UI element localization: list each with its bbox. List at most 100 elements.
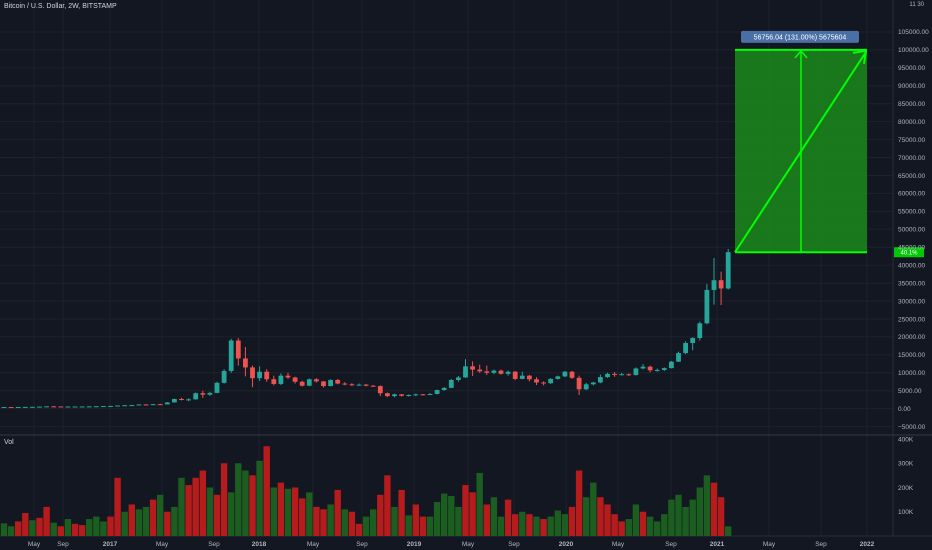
price-tick-label: 95000.00 xyxy=(898,65,925,72)
volume-bar xyxy=(284,488,292,536)
volume-bar xyxy=(171,506,178,536)
candle-body xyxy=(30,406,35,408)
candle-body xyxy=(221,371,227,383)
candle-body xyxy=(470,366,475,370)
price-tick-label: 105000.00 xyxy=(898,29,929,36)
volume-bar xyxy=(370,509,377,536)
candle-body xyxy=(335,379,341,384)
candle-body xyxy=(285,375,291,378)
volume-bar xyxy=(583,497,590,536)
candle-body xyxy=(598,377,603,383)
candle-body xyxy=(235,340,241,359)
time-tick-label: Sep xyxy=(356,541,368,548)
volume-bar xyxy=(86,519,93,536)
volume-bar xyxy=(512,514,519,536)
volume-bar xyxy=(149,499,157,536)
candle-body xyxy=(633,368,639,375)
volume-bar xyxy=(703,475,711,536)
volume-bar xyxy=(107,516,114,536)
candle-body xyxy=(79,406,85,408)
time-tick-label: Sep xyxy=(208,541,220,548)
candle-body xyxy=(115,405,120,407)
candle-body xyxy=(370,385,376,387)
volume-bar xyxy=(675,494,682,536)
volume-bar xyxy=(639,511,647,536)
candle-body xyxy=(605,373,610,378)
candle-body xyxy=(491,370,497,373)
volume-bar xyxy=(192,477,199,536)
candle-body xyxy=(65,406,71,408)
volume-bar xyxy=(497,516,505,536)
time-tick-label: 2019 xyxy=(407,541,422,548)
volume-bar xyxy=(270,487,277,536)
candles xyxy=(1,249,731,409)
candle-body xyxy=(264,371,270,380)
time-axis[interactable]: May Sep 2017 May Sep 2018 May Sep 2019 May Sep 2020… xyxy=(28,541,875,548)
candle-body xyxy=(93,406,99,408)
volume-bar xyxy=(689,499,696,536)
volume-axis[interactable]: 400K 300K 200K 100K xyxy=(898,436,914,516)
time-tick-label: Sep xyxy=(508,541,520,548)
volume-bar xyxy=(384,475,391,536)
volume-bar xyxy=(533,516,540,536)
volume-bar xyxy=(220,463,228,536)
volume-bar xyxy=(228,492,235,536)
candle-body xyxy=(626,374,632,376)
volume-bar xyxy=(213,494,221,536)
volume-bars xyxy=(0,446,732,536)
price-tick-label: 45000.00 xyxy=(898,245,925,252)
diagonal-arrow xyxy=(734,51,867,253)
candle-body xyxy=(179,398,184,400)
price-tick-label: 65000.00 xyxy=(898,173,925,180)
candle-body xyxy=(271,379,277,384)
candle-body xyxy=(534,379,539,383)
volume-bar xyxy=(668,499,675,536)
candle-body xyxy=(207,392,213,395)
vertical-arrow-head xyxy=(794,49,808,59)
candle-body xyxy=(541,382,546,384)
volume-bar xyxy=(597,497,604,536)
volume-title: Vol xyxy=(4,439,14,446)
volume-bar xyxy=(43,506,50,536)
candle-body xyxy=(44,406,49,408)
price-tick-label: 30000.00 xyxy=(898,298,925,305)
candle-body xyxy=(377,386,383,394)
volume-bar xyxy=(100,521,107,536)
candle-body xyxy=(328,379,333,387)
candle-body xyxy=(136,404,142,406)
symbol-title[interactable]: Bitcoin / U.S. Dollar, 2W, BITSTAMP xyxy=(4,3,117,10)
volume-bar xyxy=(476,472,483,536)
candle-body xyxy=(101,406,106,408)
candle-body xyxy=(583,384,589,390)
volume-bar xyxy=(164,511,171,536)
candle-body xyxy=(299,381,305,386)
volume-bar xyxy=(654,521,661,536)
time-tick-label: May xyxy=(612,541,625,548)
candle-body xyxy=(306,379,312,386)
volume-bar xyxy=(611,514,618,536)
price-axis[interactable]: 105000.00 100000.00 95000.00 90000.00 85000.… xyxy=(898,29,929,431)
volume-bar xyxy=(547,516,554,536)
volume-bar xyxy=(50,522,57,536)
time-tick-label: 2017 xyxy=(103,541,118,548)
candle-body xyxy=(576,377,582,390)
candle-body xyxy=(363,384,369,386)
volume-bar xyxy=(7,526,15,536)
volume-bar xyxy=(277,482,285,536)
candle-body xyxy=(612,373,617,375)
volume-bar xyxy=(490,497,498,536)
volume-bar xyxy=(419,516,427,536)
volume-bar xyxy=(725,526,732,536)
candle-body xyxy=(228,340,234,372)
candle-body xyxy=(619,374,625,376)
candle-body xyxy=(22,406,28,408)
volume-bar xyxy=(568,506,576,536)
candle-body xyxy=(548,378,554,384)
time-tick-label: May xyxy=(307,541,320,548)
candle-body xyxy=(399,394,404,396)
volume-bar xyxy=(504,499,512,536)
price-tick-label: 60000.00 xyxy=(898,191,925,198)
target-projection[interactable]: 56756.04 (131.00%) 5675604 40.1% xyxy=(734,30,924,258)
volume-bar xyxy=(391,506,398,536)
